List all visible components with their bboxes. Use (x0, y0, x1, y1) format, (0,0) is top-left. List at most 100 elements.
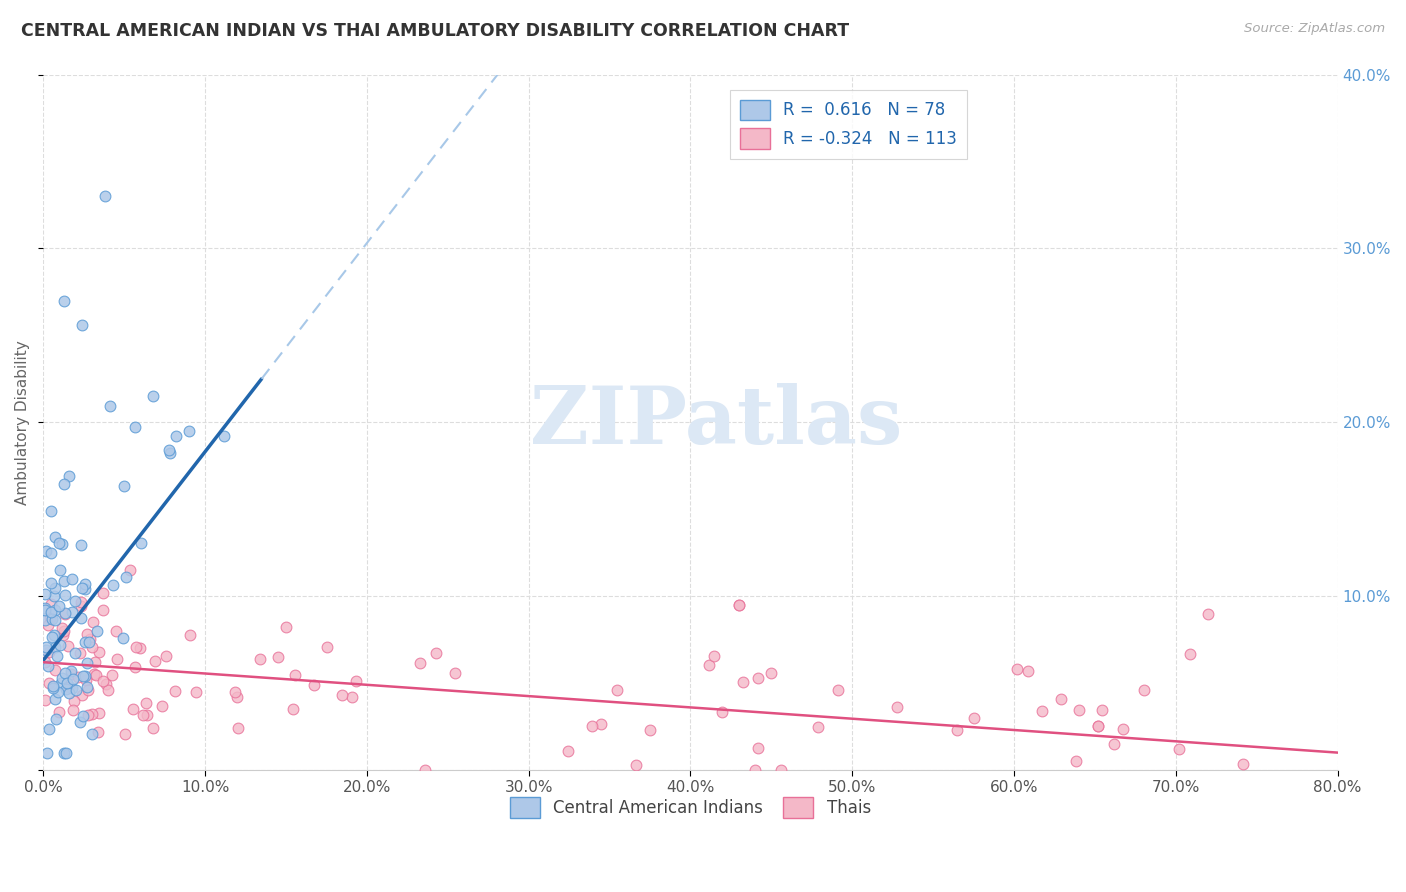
Point (38, 722, 60, 736)
Point (107, 652, 129, 666)
Point (91, 673, 114, 688)
Point (731, 675, 754, 690)
Point (1167, 741, 1189, 756)
Point (89, 644, 111, 658)
Point (60, 681, 83, 696)
Point (94, 677, 117, 691)
Point (83, 666, 105, 681)
Point (53, 607, 76, 622)
Point (38, 676, 60, 690)
Point (53, 477, 76, 491)
Point (159, 446, 181, 460)
Point (44, 603, 66, 617)
Point (115, 570, 138, 584)
Point (62, 703, 84, 717)
Text: CENTRAL AMERICAN INDIAN VS THAI AMBULATORY DISABILITY CORRELATION CHART: CENTRAL AMERICAN INDIAN VS THAI AMBULATO… (21, 22, 849, 40)
Point (124, 660, 146, 674)
Point (48, 705, 70, 719)
Point (79, 632, 101, 646)
Point (946, 723, 969, 737)
Point (89, 706, 111, 720)
Point (42, 628, 65, 642)
Point (34, 693, 56, 707)
Point (827, 682, 849, 697)
Point (38, 611, 60, 625)
Point (44, 613, 66, 627)
Point (44, 663, 66, 677)
Point (80, 640, 103, 655)
Point (963, 711, 986, 725)
Point (48, 536, 70, 550)
Point (132, 708, 155, 723)
Point (93, 189, 115, 203)
Point (703, 648, 725, 663)
Point (34, 643, 56, 657)
Point (581, 719, 603, 733)
Point (408, 656, 430, 670)
Point (69, 595, 91, 609)
Point (77, 682, 100, 697)
Point (69, 714, 91, 729)
Point (55, 681, 77, 696)
Point (1087, 718, 1109, 732)
Point (1064, 754, 1087, 768)
Point (1017, 664, 1039, 678)
Point (80, 706, 103, 721)
Point (35, 544, 58, 558)
Point (41, 630, 63, 644)
Point (425, 646, 447, 660)
Point (75, 669, 97, 683)
Point (87, 725, 110, 739)
Point (728, 598, 751, 612)
Point (157, 443, 180, 458)
Point (41, 612, 63, 626)
Point (72, 581, 94, 595)
Point (638, 723, 661, 738)
Point (37, 618, 59, 632)
Point (179, 627, 201, 641)
Point (53, 293, 76, 308)
Point (76, 680, 98, 694)
Point (747, 741, 769, 756)
Point (589, 716, 612, 731)
Point (249, 651, 271, 665)
Point (340, 690, 363, 705)
Point (184, 684, 207, 698)
Point (72, 709, 94, 723)
Point (49, 638, 72, 652)
Point (44, 589, 66, 603)
Point (226, 721, 249, 735)
Point (76, 627, 98, 641)
Point (55, 746, 77, 760)
Point (70, 688, 93, 702)
Point (53, 588, 76, 602)
Point (53, 606, 76, 620)
Point (51, 537, 73, 551)
Point (1087, 719, 1109, 733)
Point (96, 683, 118, 698)
Point (65, 682, 87, 697)
Point (443, 666, 465, 681)
Point (141, 721, 163, 735)
Point (1091, 703, 1114, 717)
Point (121, 702, 143, 716)
Point (39, 546, 62, 560)
Point (70, 599, 93, 614)
Point (39, 597, 62, 611)
Point (284, 667, 307, 681)
Point (136, 707, 159, 722)
Point (111, 631, 134, 645)
Point (49, 676, 72, 690)
Point (759, 665, 782, 680)
Point (35, 640, 58, 654)
Point (112, 479, 135, 493)
Point (145, 654, 167, 668)
Point (267, 650, 290, 665)
Point (1104, 737, 1126, 751)
Point (41, 576, 63, 591)
Point (34, 613, 56, 627)
Point (165, 429, 187, 443)
Point (744, 763, 766, 777)
Point (44, 640, 66, 654)
Point (101, 667, 124, 681)
